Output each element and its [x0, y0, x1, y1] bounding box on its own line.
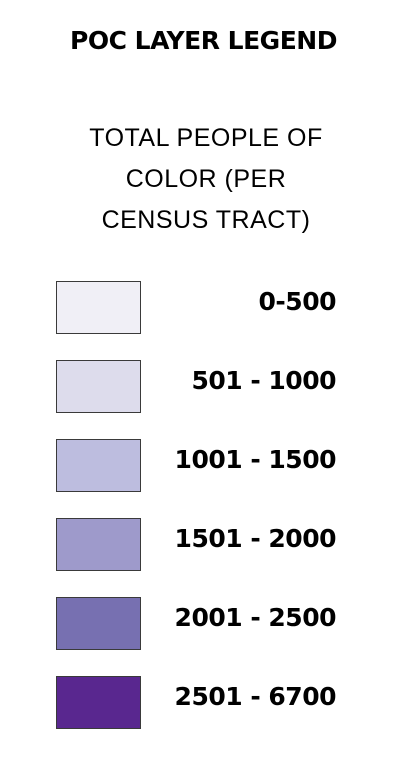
- legend-label: 2501 - 6700: [174, 682, 337, 711]
- legend-item: 501 - 1000: [0, 360, 407, 416]
- legend-item: 2501 - 6700: [0, 676, 407, 732]
- legend-item: 1501 - 2000: [0, 518, 407, 574]
- subtitle-line-1: TOTAL PEOPLE OF: [89, 124, 323, 152]
- legend-label: 501 - 1000: [191, 366, 336, 395]
- subtitle-line-2: COLOR (PER: [125, 165, 287, 193]
- legend-swatch: [56, 281, 141, 334]
- legend-swatch: [56, 360, 141, 413]
- legend-swatch: [56, 518, 141, 571]
- legend-item: 1001 - 1500: [0, 439, 407, 495]
- legend-swatch: [56, 597, 141, 650]
- legend-label: 1501 - 2000: [174, 524, 337, 553]
- legend-label: 2001 - 2500: [174, 603, 337, 632]
- legend-item: 0-500: [0, 281, 407, 337]
- subtitle-line-3: CENSUS TRACT): [101, 206, 311, 234]
- legend-swatch: [56, 676, 141, 729]
- legend-label: 1001 - 1500: [174, 445, 337, 474]
- legend-label: 0-500: [258, 287, 337, 316]
- legend-subtitle: TOTAL PEOPLE OF COLOR (PER CENSUS TRACT): [56, 118, 356, 241]
- legend-title: POC LAYER LEGEND: [70, 26, 337, 55]
- legend-swatch: [56, 439, 141, 492]
- legend-item: 2001 - 2500: [0, 597, 407, 653]
